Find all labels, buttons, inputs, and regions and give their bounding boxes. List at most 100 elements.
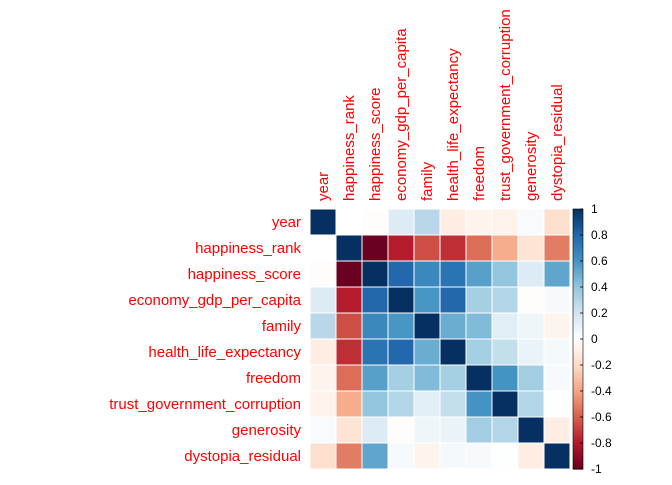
colorbar-strip: [573, 219, 583, 223]
colorbar-strip: [573, 229, 583, 233]
cell-economy_gdp_per_capita-dystopia_residual: [543, 286, 571, 314]
row-label-family: family: [262, 318, 302, 335]
colorbar-strip: [573, 261, 583, 265]
cell-dystopia_residual-year: [309, 442, 337, 470]
cell-health_life_expectancy-happiness_rank: [335, 338, 363, 366]
colorbar-strip: [573, 323, 583, 327]
colorbar-strip: [573, 326, 583, 330]
cell-dystopia_residual-generosity: [517, 442, 545, 470]
cell-health_life_expectancy-freedom: [465, 338, 493, 366]
colorbar-strip: [573, 450, 583, 454]
cell-economy_gdp_per_capita-family: [413, 286, 441, 314]
cell-family-happiness_score: [361, 312, 389, 340]
cell-year-dystopia_residual: [543, 208, 571, 236]
cell-dystopia_residual-trust_government_corruption: [491, 442, 519, 470]
colorbar-strip: [573, 292, 583, 296]
cell-generosity-generosity: [517, 416, 545, 444]
colorbar-strip: [573, 263, 583, 267]
cell-year-generosity: [517, 208, 545, 236]
row-label-freedom: freedom: [246, 370, 301, 387]
colorbar-strip: [573, 211, 583, 215]
cell-happiness_score-economy_gdp_per_capita: [387, 260, 415, 288]
colorbar-strip: [573, 422, 583, 426]
colorbar-strip: [573, 315, 583, 319]
cell-health_life_expectancy-happiness_score: [361, 338, 389, 366]
row-labels: year happiness_rank happiness_scoreeconomy…: [109, 214, 301, 465]
colorbar-strip: [573, 305, 583, 309]
colorbar-strip: [573, 443, 583, 447]
colorbar-strip: [573, 380, 583, 384]
cell-freedom-trust_government_corruption: [491, 364, 519, 392]
cell-freedom-health_life_expectancy: [439, 364, 467, 392]
colorbar-strip: [573, 388, 583, 392]
cell-year-economy_gdp_per_capita: [387, 208, 415, 236]
column-label-dystopia_residual: dystopia_residual: [549, 84, 566, 201]
column-label-trust_government_corruption: trust_government_corruption: [497, 9, 514, 201]
cell-freedom-dystopia_residual: [543, 364, 571, 392]
colorbar-strip: [573, 458, 583, 462]
cell-family-economy_gdp_per_capita: [387, 312, 415, 340]
cell-family-health_life_expectancy: [439, 312, 467, 340]
colorbar-strip: [573, 341, 583, 345]
colorbar-strip: [573, 359, 583, 363]
colorbar-strip: [573, 461, 583, 465]
row-label-dystopia_residual: dystopia_residual: [184, 448, 301, 465]
colorbar-strip: [573, 232, 583, 236]
colorbar-strip: [573, 385, 583, 389]
colorbar-tick-label: -0.4: [591, 384, 612, 398]
cell-family-happiness_rank: [335, 312, 363, 340]
cell-happiness_score-happiness_rank: [335, 260, 363, 288]
colorbar-strip: [573, 440, 583, 444]
cell-dystopia_residual-freedom: [465, 442, 493, 470]
colorbar-strip: [573, 245, 583, 249]
cell-family-family: [413, 312, 441, 340]
cell-generosity-economy_gdp_per_capita: [387, 416, 415, 444]
colorbar-strip: [573, 357, 583, 361]
cell-trust_government_corruption-year: [309, 390, 337, 418]
cell-dystopia_residual-happiness_score: [361, 442, 389, 470]
colorbar-strip: [573, 409, 583, 413]
row-label-health_life_expectancy: health_life_expectancy: [148, 344, 301, 361]
cell-happiness_score-dystopia_residual: [543, 260, 571, 288]
cell-trust_government_corruption-freedom: [465, 390, 493, 418]
cell-generosity-happiness_score: [361, 416, 389, 444]
colorbar-strip: [573, 419, 583, 423]
cell-freedom-family: [413, 364, 441, 392]
cell-trust_government_corruption-family: [413, 390, 441, 418]
colorbar-strip: [573, 401, 583, 405]
cell-happiness_score-health_life_expectancy: [439, 260, 467, 288]
cell-generosity-happiness_rank: [335, 416, 363, 444]
colorbar: 1 0.8 0.6 0.4 0.2 0 -0.2 -0.4 -0.6 -0.8 -1: [572, 202, 612, 476]
colorbar-strip: [573, 383, 583, 387]
colorbar-strip: [573, 248, 583, 252]
cell-happiness_rank-trust_government_corruption: [491, 234, 519, 262]
cell-economy_gdp_per_capita-happiness_rank: [335, 286, 363, 314]
cell-dystopia_residual-health_life_expectancy: [439, 442, 467, 470]
column-label-happiness_rank: happiness_rank: [341, 95, 358, 201]
cell-health_life_expectancy-trust_government_corruption: [491, 338, 519, 366]
cell-trust_government_corruption-happiness_score: [361, 390, 389, 418]
cell-happiness_score-trust_government_corruption: [491, 260, 519, 288]
colorbar-tick-label: -1: [591, 462, 602, 476]
colorbar-strip: [573, 307, 583, 311]
colorbar-strip: [573, 346, 583, 350]
cell-happiness_rank-happiness_rank: [335, 234, 363, 262]
cell-happiness_score-family: [413, 260, 441, 288]
colorbar-tick-label: 0.4: [591, 280, 608, 294]
cell-trust_government_corruption-trust_government_corruption: [491, 390, 519, 418]
cell-generosity-family: [413, 416, 441, 444]
cell-freedom-economy_gdp_per_capita: [387, 364, 415, 392]
column-label-freedom: freedom: [471, 146, 488, 201]
colorbar-strip: [573, 216, 583, 220]
colorbar-strip: [573, 414, 583, 418]
cell-freedom-happiness_rank: [335, 364, 363, 392]
colorbar-strip: [573, 411, 583, 415]
column-label-generosity: generosity: [523, 131, 540, 201]
colorbar-strip: [573, 240, 583, 244]
colorbar-strip: [573, 427, 583, 431]
colorbar-strip: [573, 300, 583, 304]
colorbar-strip: [573, 276, 583, 280]
colorbar-tick-label: 1: [591, 202, 598, 216]
cell-year-happiness_rank: [335, 208, 363, 236]
